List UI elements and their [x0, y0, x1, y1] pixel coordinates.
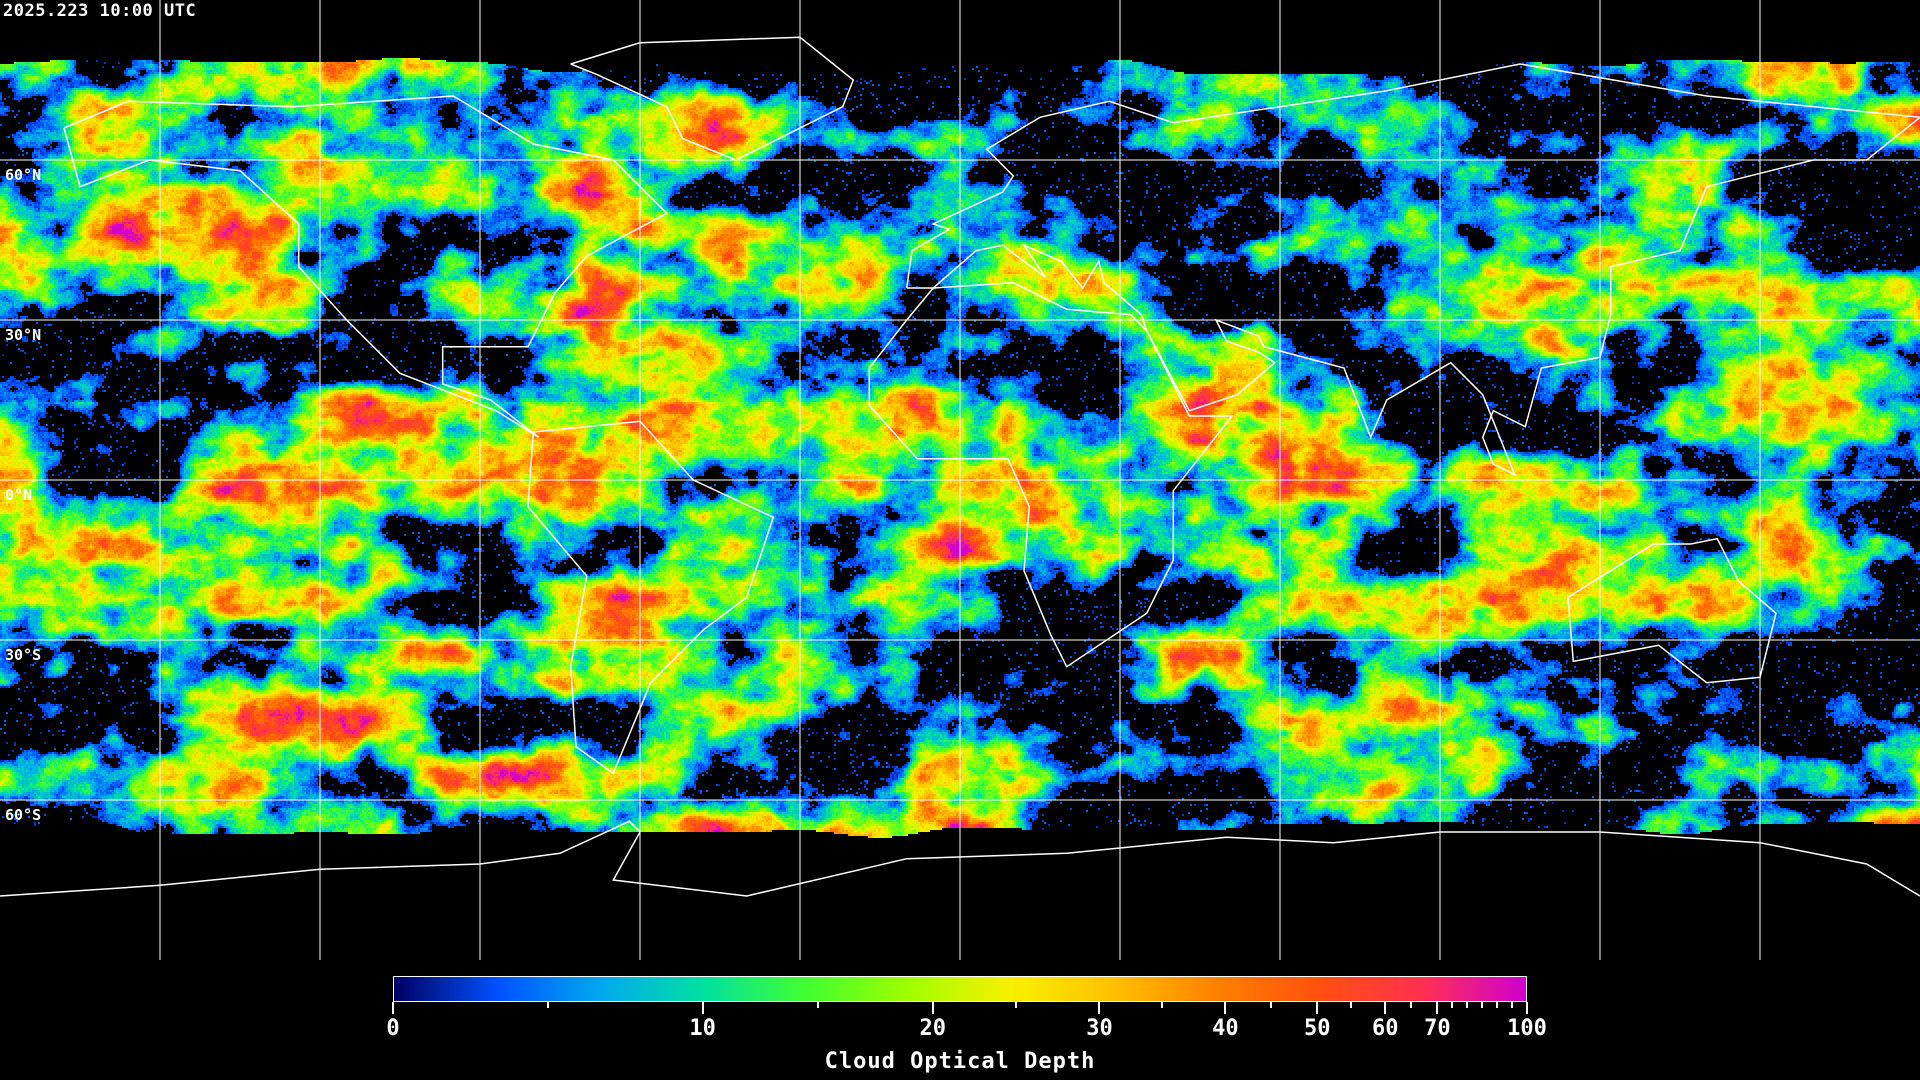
- minor-tick: [816, 1002, 819, 1008]
- map-overlay: [0, 0, 1920, 960]
- tick-label: 0: [386, 1016, 400, 1041]
- tick-label: 60: [1372, 1016, 1399, 1041]
- coastline-eurasia: [905, 63, 1920, 477]
- lat-label-0n: 0°N: [5, 486, 33, 504]
- lat-label-30n: 30°N: [5, 326, 42, 344]
- major-tick: [1316, 1002, 1319, 1014]
- minor-tick: [1015, 1002, 1018, 1008]
- lat-label-60s: 60°S: [5, 806, 42, 824]
- colorbar-title: Cloud Optical Depth: [824, 1049, 1096, 1074]
- major-tick: [701, 1002, 704, 1014]
- major-tick: [1526, 1002, 1528, 1014]
- minor-tick: [1511, 1002, 1514, 1008]
- coastline-north-america: [63, 95, 668, 438]
- coastline-south-america: [527, 420, 775, 775]
- tick-label: 40: [1212, 1016, 1239, 1041]
- timestamp: 2025.223 10:00 UTC: [3, 1, 197, 21]
- minor-tick: [1270, 1002, 1273, 1008]
- minor-tick: [1350, 1002, 1353, 1008]
- tick-label: 100: [1507, 1016, 1547, 1041]
- coastline-greenland: [570, 36, 855, 161]
- tick-label: 20: [919, 1016, 947, 1041]
- major-tick: [1098, 1002, 1101, 1014]
- minor-tick: [546, 1002, 549, 1008]
- minor-tick: [1410, 1002, 1413, 1008]
- tick-label: 10: [689, 1016, 716, 1041]
- major-tick: [392, 1002, 394, 1014]
- tick-label: 50: [1303, 1016, 1331, 1041]
- minor-tick: [1161, 1002, 1164, 1008]
- major-tick: [931, 1002, 934, 1014]
- minor-tick: [1466, 1002, 1469, 1008]
- minor-tick: [1481, 1002, 1484, 1008]
- minor-tick: [1451, 1002, 1454, 1008]
- major-tick: [1384, 1002, 1387, 1014]
- lat-label-30s: 30°S: [5, 646, 42, 664]
- cloud-optical-depth-map: [0, 0, 1920, 960]
- lat-label-60n: 60°N: [5, 166, 42, 184]
- minor-tick: [1496, 1002, 1499, 1008]
- coastline-australia: [1567, 537, 1777, 684]
- major-tick: [1436, 1002, 1439, 1014]
- major-tick: [1224, 1002, 1227, 1014]
- coastline-africa: [868, 281, 1234, 668]
- tick-label: 70: [1424, 1016, 1451, 1041]
- tick-label: 30: [1086, 1016, 1113, 1041]
- colorbar: [393, 976, 1527, 1002]
- coastline-antarctica: [0, 820, 1920, 897]
